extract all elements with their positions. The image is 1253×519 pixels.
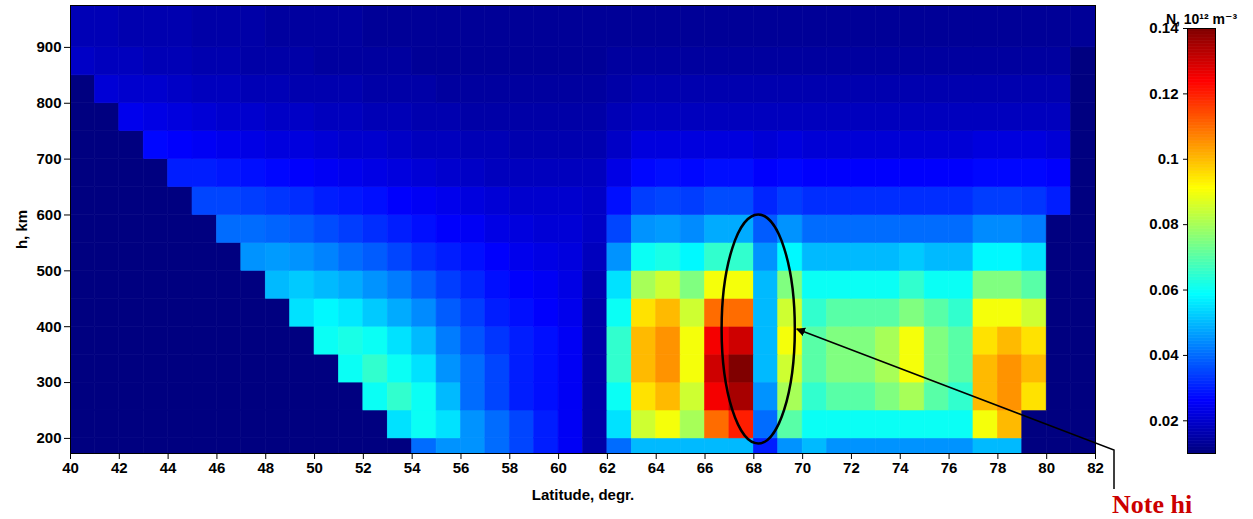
svg-text:N, 10¹² m⁻³: N, 10¹² m⁻³ (1166, 11, 1238, 27)
svg-text:66: 66 (697, 459, 714, 476)
svg-text:80: 80 (1038, 459, 1055, 476)
svg-text:40: 40 (62, 459, 79, 476)
svg-text:44: 44 (160, 459, 177, 476)
svg-text:500: 500 (36, 262, 61, 279)
svg-text:74: 74 (892, 459, 909, 476)
svg-text:48: 48 (257, 459, 274, 476)
svg-text:60: 60 (550, 459, 567, 476)
svg-text:0.1: 0.1 (1158, 150, 1179, 167)
svg-text:42: 42 (111, 459, 128, 476)
svg-text:300: 300 (36, 373, 61, 390)
svg-text:82: 82 (1087, 459, 1104, 476)
svg-text:70: 70 (794, 459, 811, 476)
svg-text:78: 78 (990, 459, 1007, 476)
svg-text:0.08: 0.08 (1149, 215, 1178, 232)
svg-text:56: 56 (453, 459, 470, 476)
svg-text:0.04: 0.04 (1149, 346, 1179, 363)
svg-text:0.02: 0.02 (1149, 412, 1178, 429)
svg-text:68: 68 (745, 459, 762, 476)
svg-text:0.06: 0.06 (1149, 281, 1178, 298)
svg-text:50: 50 (306, 459, 323, 476)
svg-text:58: 58 (501, 459, 518, 476)
svg-text:46: 46 (209, 459, 226, 476)
svg-text:76: 76 (941, 459, 958, 476)
svg-text:200: 200 (36, 429, 61, 446)
svg-text:52: 52 (355, 459, 372, 476)
svg-text:h, km: h, km (13, 210, 30, 249)
svg-text:64: 64 (648, 459, 665, 476)
svg-text:62: 62 (599, 459, 616, 476)
svg-text:0.12: 0.12 (1149, 85, 1178, 102)
svg-text:900: 900 (36, 38, 61, 55)
svg-text:700: 700 (36, 150, 61, 167)
svg-text:0.14: 0.14 (1149, 19, 1179, 37)
svg-text:72: 72 (843, 459, 860, 476)
svg-text:Note hi: Note hi (1112, 490, 1192, 519)
svg-text:600: 600 (36, 206, 61, 223)
svg-text:Latitude, degr.: Latitude, degr. (532, 486, 635, 503)
svg-text:54: 54 (404, 459, 421, 476)
svg-text:800: 800 (36, 94, 61, 111)
svg-text:400: 400 (36, 317, 61, 334)
